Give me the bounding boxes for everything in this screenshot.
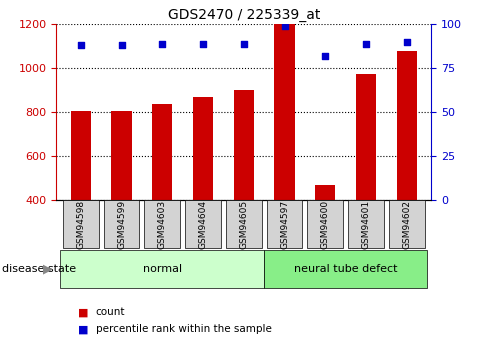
FancyBboxPatch shape	[307, 200, 343, 248]
Point	[281, 23, 289, 29]
FancyBboxPatch shape	[267, 200, 302, 248]
Text: neural tube defect: neural tube defect	[294, 264, 397, 274]
Title: GDS2470 / 225339_at: GDS2470 / 225339_at	[168, 8, 320, 22]
FancyBboxPatch shape	[348, 200, 384, 248]
Point	[199, 41, 207, 46]
Text: ■: ■	[78, 325, 89, 334]
Point	[240, 41, 247, 46]
Bar	[234, 90, 254, 200]
Text: GSM94599: GSM94599	[117, 200, 126, 249]
Text: GSM94605: GSM94605	[239, 200, 248, 249]
Point	[362, 41, 370, 46]
Bar	[274, 24, 294, 200]
Point	[158, 41, 166, 46]
Text: ▶: ▶	[43, 263, 53, 276]
Bar	[315, 185, 336, 200]
Point	[403, 39, 411, 45]
Text: ■: ■	[78, 307, 89, 317]
Text: disease state: disease state	[2, 264, 76, 274]
Point	[321, 53, 329, 59]
Text: GSM94600: GSM94600	[321, 200, 330, 249]
Bar	[71, 111, 91, 200]
Text: GSM94598: GSM94598	[76, 200, 85, 249]
FancyBboxPatch shape	[264, 250, 427, 288]
Point	[77, 42, 85, 48]
FancyBboxPatch shape	[63, 200, 98, 248]
Text: normal: normal	[143, 264, 182, 274]
Point	[118, 42, 125, 48]
Text: GSM94597: GSM94597	[280, 200, 289, 249]
Text: GSM94604: GSM94604	[198, 200, 208, 249]
FancyBboxPatch shape	[185, 200, 221, 248]
FancyBboxPatch shape	[389, 200, 425, 248]
Bar	[111, 111, 132, 200]
Bar	[152, 104, 172, 200]
FancyBboxPatch shape	[226, 200, 262, 248]
Text: GSM94602: GSM94602	[402, 200, 411, 249]
Text: count: count	[96, 307, 125, 317]
Text: GSM94601: GSM94601	[362, 200, 370, 249]
Bar	[356, 73, 376, 200]
FancyBboxPatch shape	[145, 200, 180, 248]
FancyBboxPatch shape	[103, 200, 140, 248]
Text: GSM94603: GSM94603	[158, 200, 167, 249]
FancyBboxPatch shape	[60, 250, 264, 288]
Text: percentile rank within the sample: percentile rank within the sample	[96, 325, 271, 334]
Bar	[396, 51, 417, 200]
Bar	[193, 97, 213, 200]
